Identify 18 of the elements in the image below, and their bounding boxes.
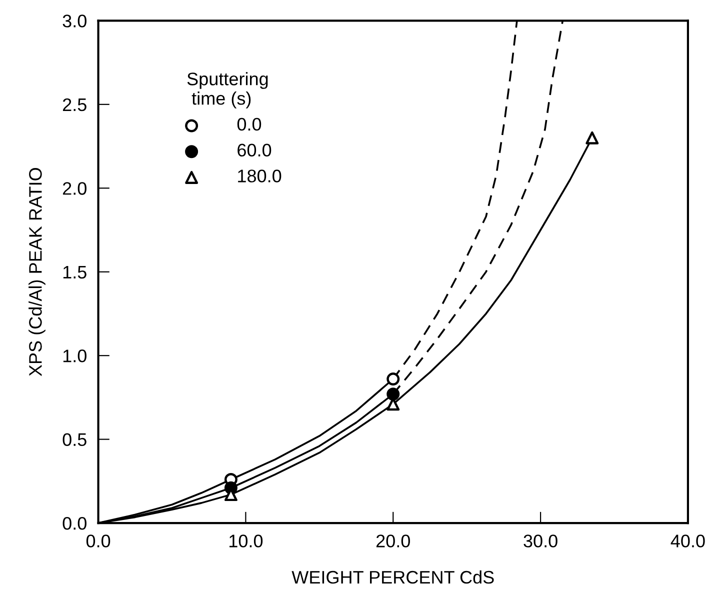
x-tick-label: 40.0 (670, 534, 705, 548)
legend-label: 0.0 (237, 118, 262, 131)
y-tick-label: 0.0 (62, 516, 86, 530)
legend-label: 180.0 (238, 170, 282, 182)
legend-title: Sputtering time (s) (187, 72, 268, 108)
y-axis-title: XPS (Cd/Al) PEAK RATIO (28, 168, 46, 376)
x-tick-label: 30.0 (524, 534, 558, 548)
x-axis-title: WEIGHT PERCENT CdS (292, 570, 494, 584)
y-tick-label: 1.0 (63, 350, 86, 362)
y-tick-label: 3.0 (62, 14, 86, 28)
x-tick-label: 0.0 (86, 534, 110, 548)
x-tick-label: 20.0 (376, 534, 410, 548)
y-tick-label: 0.5 (62, 433, 86, 446)
y-tick-label: 2.0 (62, 182, 86, 195)
legend-label: 60.0 (238, 144, 272, 157)
y-tick-label: 1.5 (63, 266, 86, 279)
x-tick-label: 10.0 (230, 534, 263, 548)
y-tick-label: 2.5 (62, 98, 86, 112)
